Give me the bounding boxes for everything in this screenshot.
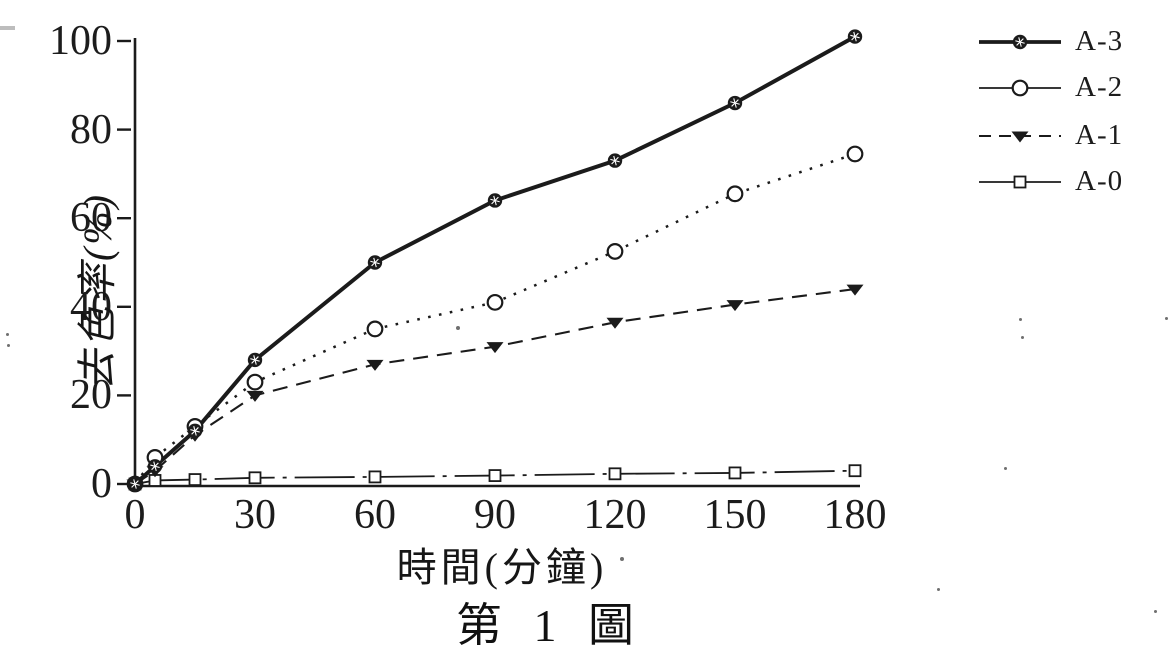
scan-speck: [1165, 317, 1168, 320]
chart-legend: A-3 A-2 A-1 A-0: [975, 0, 1170, 215]
x-tick-label: 30: [234, 492, 276, 538]
legend-entry-A-3: A-3: [975, 20, 1170, 64]
x-axis-label: 時間(分鐘): [396, 545, 608, 590]
scan-speck: [1021, 336, 1024, 339]
series-marker-open-square: [188, 473, 202, 486]
series-marker-open-circle: [1011, 79, 1029, 97]
legend-entry-A-0: A-0: [975, 160, 1170, 204]
scan-speck: [1154, 610, 1157, 613]
x-tick-label: 0: [124, 492, 146, 538]
y-axis-label: 去色率(%): [75, 192, 120, 390]
series-marker-open-circle: [846, 145, 864, 163]
series-marker-filled-circle: [487, 193, 503, 208]
series-marker-filled-triangle-down: [246, 390, 264, 402]
series-marker-open-circle: [486, 293, 504, 311]
series-marker-open-square: [368, 470, 382, 484]
scan-smudge: [0, 26, 15, 30]
series-marker-filled-triangle-down: [726, 300, 744, 312]
series-marker-filled-circle: [607, 153, 623, 168]
series-marker-open-square: [488, 469, 502, 482]
legend-label-A-2: A-2: [1075, 71, 1124, 103]
legend-marker-open-circle: [979, 79, 1061, 97]
series-marker-open-circle: [726, 185, 744, 203]
legend-label-A-0: A-0: [1075, 165, 1124, 197]
series-marker-filled-triangle-down: [1011, 131, 1029, 143]
x-tick-label: 180: [823, 492, 887, 538]
series-marker-open-square: [728, 466, 742, 480]
series-line-A-3: [133, 34, 856, 486]
series-marker-filled-triangle-down: [486, 342, 504, 354]
legend-marker-filled-circle: [979, 34, 1061, 50]
scan-speck: [937, 588, 940, 591]
scan-speck: [456, 326, 460, 330]
series-marker-open-square: [248, 471, 262, 485]
series-marker-filled-circle: [127, 476, 143, 492]
series-marker-filled-circle: [847, 29, 863, 44]
series-marker-filled-circle: [367, 255, 383, 270]
axes: [133, 38, 860, 488]
series-markers-A-3: [127, 29, 863, 492]
legend-marker-open-square: [979, 175, 1061, 189]
legend-marker-filled-triangle-down: [979, 131, 1061, 143]
y-tick-label: 80: [70, 106, 112, 153]
series-line-A-1: [134, 288, 856, 485]
scan-speck: [1004, 467, 1007, 470]
series-marker-open-square: [1013, 175, 1027, 189]
y-tick-label: 0: [91, 461, 112, 507]
series-marker-filled-triangle-down: [846, 284, 864, 296]
series-marker-filled-triangle-down: [606, 317, 624, 329]
series-marker-filled-circle: [147, 459, 163, 474]
legend-entry-A-2: A-2: [975, 66, 1170, 110]
x-tick-label: 90: [474, 492, 516, 538]
x-tick-label: 120: [583, 492, 647, 538]
series-marker-open-square: [608, 467, 622, 481]
scan-speck: [7, 344, 10, 347]
y-tick-label: 100: [49, 18, 112, 64]
scan-speck: [620, 557, 624, 561]
y-tick-label: 20: [70, 372, 112, 419]
scan-speck: [6, 333, 9, 336]
y-tick-label: 40: [70, 283, 112, 330]
y-tick-label: 60: [70, 195, 112, 242]
series-marker-open-circle: [246, 373, 264, 391]
series-marker-open-circle: [606, 243, 624, 260]
x-tick-label: 60: [354, 492, 396, 538]
series-markers-A-1: [126, 284, 864, 491]
x-tick-label: 150: [703, 492, 767, 538]
legend-label-A-3: A-3: [1075, 25, 1124, 57]
series-marker-filled-circle: [187, 423, 203, 439]
series-marker-open-square: [848, 464, 862, 478]
legend-entry-A-1: A-1: [975, 114, 1170, 158]
figure-caption: 第 1 圖: [456, 600, 644, 650]
series-marker-filled-triangle-down: [366, 359, 384, 371]
scan-speck: [1019, 318, 1022, 321]
series-marker-open-circle: [366, 320, 384, 338]
series-marker-filled-circle: [1012, 34, 1028, 50]
series-marker-filled-circle: [247, 352, 263, 368]
series-marker-filled-circle: [727, 95, 743, 111]
legend-label-A-1: A-1: [1075, 119, 1124, 151]
